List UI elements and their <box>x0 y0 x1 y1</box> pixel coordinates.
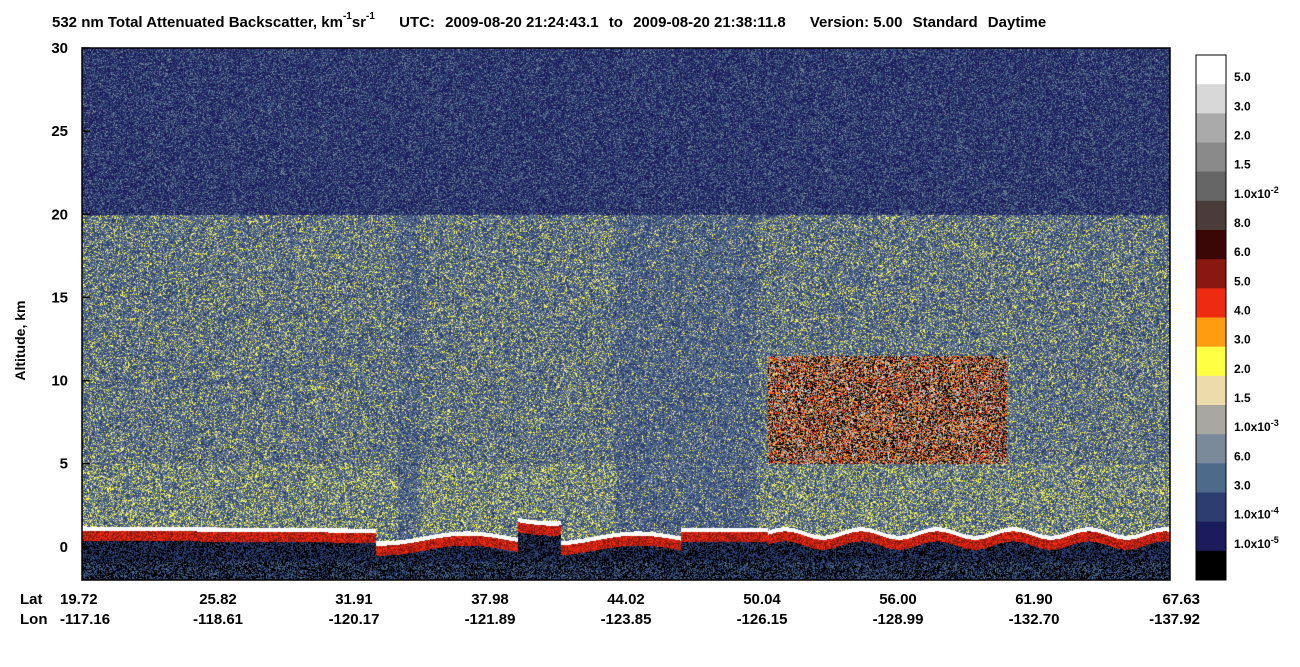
colorbar-swatch <box>1196 55 1226 85</box>
colorbar-swatch <box>1196 405 1226 435</box>
colorbar-swatch <box>1196 463 1226 493</box>
x-tick-label: -117.16 <box>60 611 110 628</box>
y-tick-label: 25 <box>51 123 68 140</box>
plot-area <box>81 47 1171 581</box>
colorbar-swatch <box>1196 230 1226 260</box>
colorbar-swatch <box>1196 492 1226 523</box>
product-mode: Standard <box>912 14 978 31</box>
colorbar-label: 3.0 <box>1234 479 1251 493</box>
utc-label: UTC: <box>399 14 435 31</box>
colorbar: 5.0 3.0 2.0 1.5 1.0x10-2 8.0 6.0 5.0 4.0 3.0 2.0 1.… <box>1195 54 1279 581</box>
colorbar-swatch <box>1196 200 1226 231</box>
title-unit-mid: sr <box>351 14 367 31</box>
colorbar-swatch <box>1196 434 1226 464</box>
x-axis: Lat 19.72 25.82 31.91 37.98 44.02 50.04 56.00 61… <box>20 591 1200 628</box>
y-tick-label: 5 <box>60 456 68 473</box>
y-tick-label: 30 <box>51 40 68 57</box>
x-tick-label: 19.72 <box>60 591 98 608</box>
y-axis: 0 5 10 15 20 25 30 <box>51 40 90 556</box>
colorbar-label: 6.0 <box>1234 245 1251 259</box>
colorbar-label: 2.0 <box>1234 362 1251 376</box>
x-tick-label: -126.15 <box>737 611 788 628</box>
x-tick-label: -118.61 <box>193 611 243 628</box>
colorbar-label: 1.5 <box>1234 391 1251 405</box>
colorbar-swatch <box>1196 142 1226 173</box>
colorbar-label: 3.0 <box>1234 99 1251 113</box>
plot-frame <box>81 47 1171 581</box>
utc-to: to <box>608 14 623 31</box>
colorbar-label: 3.0 <box>1234 333 1251 347</box>
colorbar-label: 5.0 <box>1234 274 1251 288</box>
utc-end: 2009-08-20 21:38:11.8 <box>633 14 786 31</box>
x-tick-label: 25.82 <box>199 591 237 608</box>
title-unit-exp2: -1 <box>366 11 375 22</box>
colorbar-label: 5.0 <box>1234 70 1251 84</box>
colorbar-label: 1.0x10-5 <box>1234 535 1279 551</box>
x-tick-label: 56.00 <box>879 591 917 608</box>
x-tick-label: -120.17 <box>329 611 380 628</box>
x-tick-label: -123.85 <box>601 611 652 628</box>
colorbar-swatch <box>1196 288 1226 318</box>
colorbar-swatch <box>1196 346 1226 377</box>
backscatter-heatmap <box>82 48 1170 580</box>
x-tick-label: 44.02 <box>607 591 645 608</box>
colorbar-swatch <box>1196 375 1226 406</box>
y-tick-label: 10 <box>51 373 68 390</box>
x-tick-label: 50.04 <box>743 591 781 608</box>
colorbar-label: 1.0x10-2 <box>1234 185 1279 201</box>
colorbar-label: 2.0 <box>1234 129 1251 143</box>
colorbar-label: 1.0x10-4 <box>1234 506 1279 522</box>
day-night-flag: Daytime <box>987 14 1047 31</box>
x-tick-label: -137.92 <box>1149 611 1200 628</box>
colorbar-label: 4.0 <box>1234 304 1251 318</box>
x-tick-label: 37.98 <box>471 591 509 608</box>
version-label: Version: 5.00 <box>809 14 903 31</box>
colorbar-swatch <box>1196 171 1226 202</box>
x-tick-label: -128.99 <box>873 611 924 628</box>
x-tick-label: 67.63 <box>1162 591 1200 608</box>
x-tick-label: -121.89 <box>465 611 516 628</box>
x-tick-label: -132.70 <box>1009 611 1060 628</box>
colorbar-swatch <box>1196 259 1226 289</box>
colorbar-swatch <box>1196 84 1226 114</box>
colorbar-label: 8.0 <box>1234 216 1251 230</box>
colorbar-swatch <box>1196 521 1226 552</box>
colorbar-swatch <box>1196 113 1226 143</box>
title-main: 532 nm Total Attenuated Backscatter, km <box>52 14 343 31</box>
y-tick-label: 15 <box>51 289 68 306</box>
x-row-label: Lat <box>20 591 43 608</box>
title-unit-exp1: -1 <box>342 11 352 22</box>
x-row-label: Lon <box>20 611 48 628</box>
colorbar-label: 1.0x10-3 <box>1234 418 1279 434</box>
colorbar-swatch <box>1196 317 1226 348</box>
x-tick-label: 31.91 <box>335 591 373 608</box>
chart-title: 532 nm Total Attenuated Backscatter, km-… <box>52 11 1047 31</box>
y-axis-title: Altitude, km <box>12 301 28 381</box>
colorbar-label: 6.0 <box>1234 449 1251 463</box>
colorbar-swatch <box>1196 550 1226 581</box>
x-tick-label: 61.90 <box>1015 591 1053 608</box>
y-tick-label: 20 <box>51 206 68 223</box>
colorbar-label: 1.5 <box>1234 158 1251 172</box>
colorbar-frame <box>1195 54 1227 581</box>
y-tick-label: 0 <box>60 539 68 556</box>
utc-start: 2009-08-20 21:24:43.1 <box>445 14 599 31</box>
